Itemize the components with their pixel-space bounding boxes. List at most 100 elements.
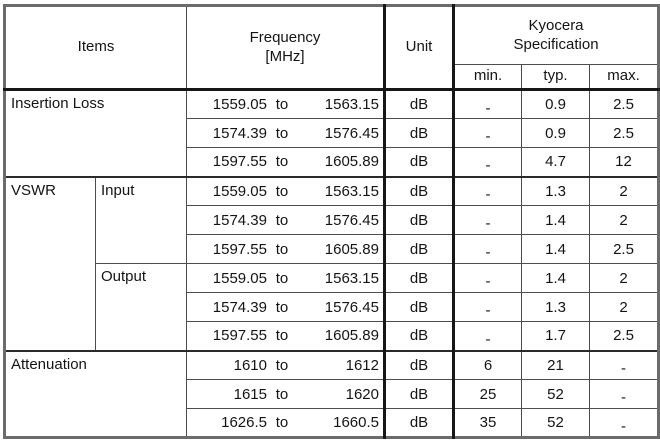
table-row: Output 1559.05 to 1563.15 dB - 1.4 2 [5,263,660,351]
freq-start: 1615 [233,385,267,403]
freq-end: 1576.45 [324,211,379,229]
min-cell: - [453,205,522,235]
min-cell: - [453,292,522,322]
freq-to-label: to [275,124,289,142]
unit-cell: dB [384,205,455,235]
min-cell: - [453,175,522,206]
min-cell: - [453,118,522,148]
typ-cell: 1.4 [521,205,590,235]
freq-start: 1559.05 [212,182,267,200]
table-row: 1615 to 1620 dB 25 52 - [5,379,660,409]
frequency-cell: 1559.05 to 1563.15 [186,89,386,119]
freq-start: 1574.39 [212,298,267,316]
freq-start: 1597.55 [212,240,267,258]
unit-cell: dB [384,175,455,206]
table-body: Insertion Loss 1559.05 to 1563.15 dB - 0.9… [4,89,660,438]
typ-cell: 4.7 [521,147,590,177]
header-kyocera-specification: Kyocera Specification [452,5,660,65]
unit-cell: dB [384,379,455,409]
table-row: 1626.5 to 1660.5 dB 35 52 - [5,408,660,438]
freq-to-label: to [275,356,289,374]
freq-to-label: to [275,182,289,200]
freq-end: 1660.5 [333,414,379,431]
unit-cell: dB [384,349,455,380]
freq-start: 1626.5 [221,414,267,431]
frequency-cell: 1615 to 1620 [186,379,386,409]
min-cell: - [453,147,522,177]
header-row-minmax: min. typ. max. [5,64,660,91]
specification-table: Items Frequency [MHz] Unit Kyocera Speci… [3,4,660,439]
freq-start: 1597.55 [212,327,267,345]
typ-cell: 0.9 [521,118,590,148]
typ-cell: 1.7 [521,321,590,351]
freq-start: 1559.05 [212,269,267,287]
freq-end: 1576.45 [324,298,379,316]
max-cell: 2.5 [588,321,660,351]
max-cell: 2.5 [588,89,660,119]
max-cell: 2 [588,263,660,293]
frequency-cell: 1597.55 to 1605.89 [186,234,386,264]
freq-end: 1563.15 [324,182,379,200]
freq-end: 1605.89 [324,327,379,345]
header-specification-line2: Specification [513,35,599,53]
freq-start: 1574.39 [212,124,267,142]
frequency-cell: 1597.55 to 1605.89 [186,321,386,351]
unit-cell: dB [384,89,455,119]
freq-start: 1574.39 [212,211,267,229]
table-row: 1574.39 to 1576.45 dB - 0.9 2.5 [5,118,660,148]
header-specification-line1: Kyocera [528,16,584,34]
table-header: Items Frequency [MHz] Unit Kyocera Speci… [4,5,660,91]
freq-start: 1597.55 [212,153,267,171]
table-row: 1597.55 to 1605.89 dB - 1.4 2.5 [5,234,660,264]
min-cell: 6 [453,349,522,380]
frequency-cell: 1559.05 to 1563.15 [186,263,386,293]
header-typ: typ. [521,64,590,91]
max-cell: 2.5 [588,118,660,148]
header-frequency: Frequency [MHz] [186,5,386,91]
freq-to-label: to [275,327,289,345]
item-attenuation: Attenuation [4,349,187,438]
table-row: 1574.39 to 1576.45 dB - 1.4 2 [5,205,660,235]
max-cell: 2 [588,205,660,235]
max-cell: 2 [588,292,660,322]
unit-cell: dB [384,234,455,264]
min-cell: 35 [453,408,522,438]
freq-end: 1563.15 [324,269,379,287]
frequency-cell: 1574.39 to 1576.45 [186,292,386,322]
freq-start: 1610 [233,356,267,374]
max-cell: - [588,349,660,380]
max-cell: 2 [588,175,660,206]
typ-cell: 52 [521,379,590,409]
freq-to-label: to [275,269,289,287]
typ-cell: 0.9 [521,89,590,119]
typ-cell: 1.4 [521,263,590,293]
typ-cell: 21 [521,349,590,380]
freq-end: 1605.89 [324,153,379,171]
freq-start: 1559.05 [212,96,267,113]
header-max: max. [588,64,660,91]
freq-to-label: to [275,298,289,316]
header-frequency-line1: Frequency [249,28,321,46]
max-cell: - [588,379,660,409]
typ-cell: 1.3 [521,175,590,206]
table-row: 1597.55 to 1605.89 dB - 4.7 12 [5,147,660,177]
freq-to-label: to [275,385,289,403]
header-items: Items [4,5,187,91]
item-insertion-loss: Insertion Loss [4,89,187,177]
item-vswr-output: Output [95,263,187,351]
freq-end: 1620 [345,385,379,403]
item-vswr-input: Input [95,175,187,264]
unit-cell: dB [384,147,455,177]
freq-end: 1576.45 [324,124,379,142]
item-vswr: VSWR [4,175,96,351]
typ-cell: 1.3 [521,292,590,322]
unit-cell: dB [384,408,455,438]
table-row: 1574.39 to 1576.45 dB - 1.3 2 [5,292,660,322]
unit-cell: dB [384,263,455,293]
max-cell: 12 [588,147,660,177]
header-row-main: Items Frequency [MHz] Unit Kyocera Speci… [4,5,660,91]
header-unit: Unit [384,5,455,91]
max-cell: - [588,408,660,438]
freq-to-label: to [275,211,289,229]
